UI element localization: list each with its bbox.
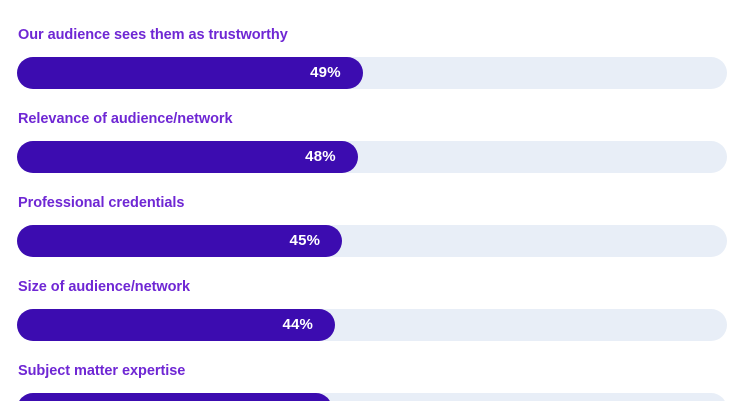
bar-value-label: 43% bbox=[280, 393, 311, 401]
bar-label: Professional credentials bbox=[18, 195, 185, 211]
bar-value-label: 45% bbox=[289, 232, 321, 249]
bar-list: Our audience sees them as trustworthy 49… bbox=[0, 24, 730, 401]
bar-fill: 44% bbox=[17, 309, 336, 341]
bar-label: Our audience sees them as trustworthy bbox=[18, 27, 288, 43]
bar-fill: 43% bbox=[17, 393, 333, 401]
bar-track: 43% bbox=[17, 393, 727, 401]
bar-value-label: 44% bbox=[282, 316, 314, 333]
bar-fill: 45% bbox=[17, 225, 343, 257]
bar-group: Our audience sees them as trustworthy 49… bbox=[0, 24, 730, 108]
bar-value-label: 48% bbox=[305, 148, 336, 165]
bar-label: Relevance of audience/network bbox=[18, 111, 233, 127]
bar-fill: 49% bbox=[17, 57, 363, 89]
bar-group: Relevance of audience/network 48% bbox=[0, 108, 730, 192]
bar-track: 45% bbox=[17, 225, 727, 257]
bar-group: Size of audience/network 44% bbox=[0, 276, 730, 360]
bar-track: 49% bbox=[17, 57, 727, 89]
bar-track: 44% bbox=[17, 309, 727, 341]
bar-group: Professional credentials 45% bbox=[0, 192, 730, 276]
bar-value-label: 49% bbox=[310, 64, 341, 81]
bar-label: Subject matter expertise bbox=[18, 363, 186, 379]
bar-label: Size of audience/network bbox=[18, 279, 191, 295]
bar-track: 48% bbox=[17, 141, 727, 173]
bar-group: Subject matter expertise 43% bbox=[0, 360, 730, 401]
bar-fill: 48% bbox=[17, 141, 358, 173]
chart-title-clipped: and what makes an influencer credible bbox=[0, 0, 730, 5]
